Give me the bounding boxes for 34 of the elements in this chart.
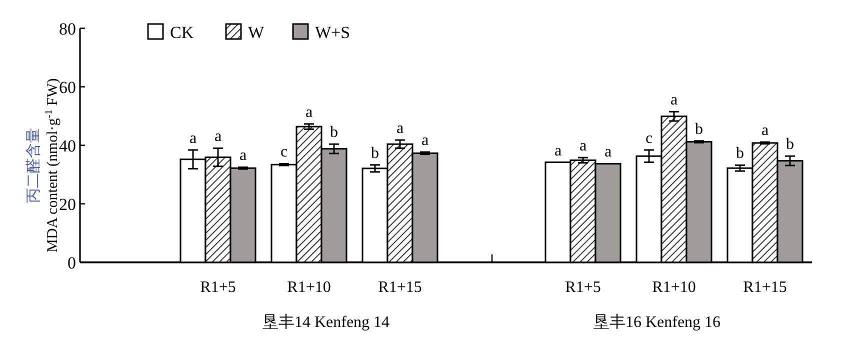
- legend-label: CK: [170, 23, 194, 42]
- y-tick-label: 80: [59, 19, 76, 38]
- data-label: a: [189, 130, 197, 147]
- data-label: a: [239, 147, 247, 164]
- x-tick-label: R1+5: [565, 279, 601, 296]
- y-tick-label: 60: [59, 78, 76, 97]
- data-label: b: [371, 144, 379, 162]
- data-label: b: [695, 120, 703, 138]
- data-label: c: [645, 130, 653, 147]
- x-axis-title: 垦丰14 Kenfeng 14: [262, 313, 390, 331]
- legend-label: W+S: [315, 23, 350, 42]
- data-label: b: [786, 136, 794, 154]
- x-tick-label: R1+10: [287, 279, 331, 296]
- x-axis-title: 垦丰16 Kenfeng 16: [593, 313, 721, 331]
- data-label: a: [670, 92, 678, 109]
- data-label: a: [579, 138, 587, 155]
- data-label: b: [330, 124, 338, 142]
- x-tick-label: R1+5: [200, 279, 236, 296]
- y-tick-label: 40: [59, 136, 76, 156]
- data-label: a: [214, 128, 222, 146]
- x-tick-label: R1+10: [652, 279, 696, 296]
- x-tick-label: R1+15: [378, 279, 422, 296]
- legend-label: W: [248, 23, 265, 42]
- data-label: a: [604, 144, 612, 161]
- data-label: a: [761, 122, 769, 140]
- data-label: b: [736, 145, 744, 162]
- data-label: a: [554, 142, 562, 160]
- data-label: a: [396, 120, 404, 138]
- data-label: a: [421, 132, 429, 150]
- y-tick-label: 0: [68, 253, 76, 272]
- data-label: c: [280, 144, 288, 161]
- x-tick-label: R1+15: [743, 279, 787, 296]
- data-label: a: [305, 104, 313, 121]
- y-tick-label: 20: [59, 194, 76, 214]
